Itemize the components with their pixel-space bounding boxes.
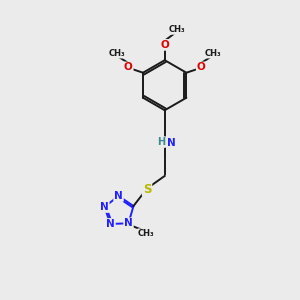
Text: N: N — [100, 202, 109, 212]
Text: N: N — [114, 191, 123, 201]
Text: S: S — [143, 183, 151, 196]
Text: N: N — [124, 218, 133, 228]
Text: CH₃: CH₃ — [169, 25, 185, 34]
Text: O: O — [197, 62, 206, 72]
Text: N: N — [106, 219, 115, 229]
Text: CH₃: CH₃ — [138, 229, 154, 238]
Text: N: N — [167, 138, 176, 148]
Text: CH₃: CH₃ — [205, 49, 221, 58]
Text: O: O — [160, 40, 169, 50]
Text: O: O — [124, 62, 133, 72]
Text: CH₃: CH₃ — [108, 49, 125, 58]
Text: H: H — [157, 137, 165, 147]
